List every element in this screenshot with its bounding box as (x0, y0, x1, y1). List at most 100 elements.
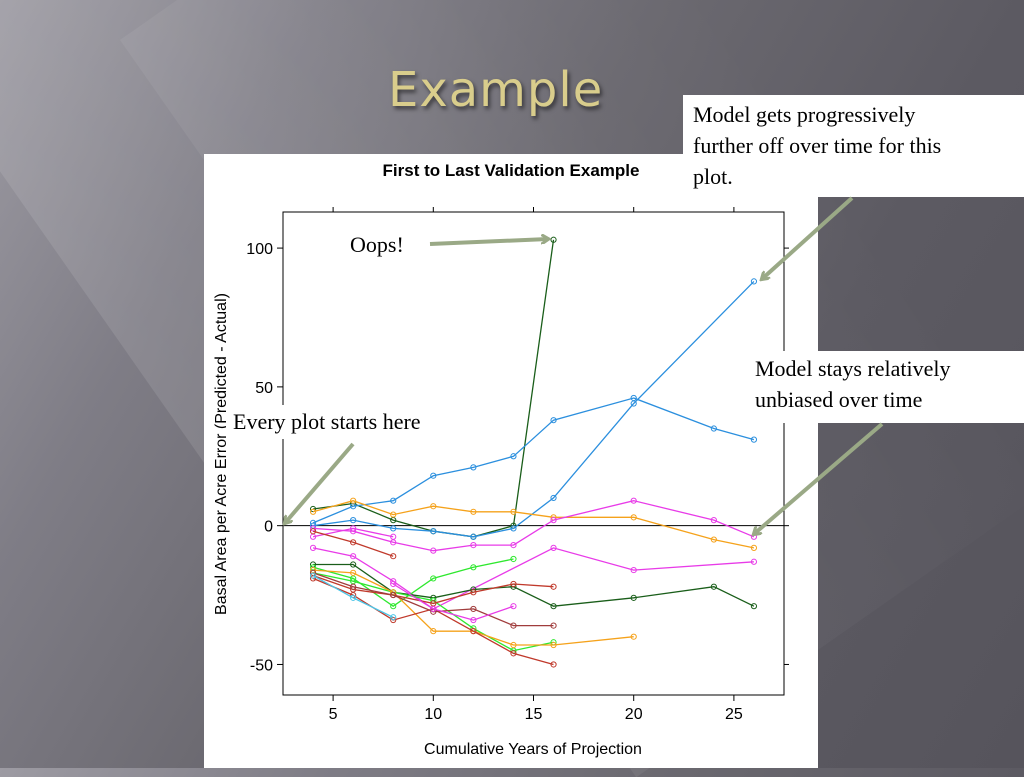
data-point (390, 525, 397, 532)
data-point (710, 536, 717, 543)
data-point (470, 508, 477, 515)
data-point (390, 614, 397, 621)
data-point (350, 594, 357, 601)
series-group (309, 236, 758, 668)
y-tick-label: 100 (246, 241, 273, 258)
data-point (750, 278, 758, 285)
data-point (510, 580, 517, 588)
slide-title: Example (388, 62, 604, 118)
data-point (550, 661, 557, 668)
data-point (309, 572, 317, 579)
data-point (470, 533, 477, 540)
data-point (510, 650, 517, 657)
series-4 (309, 497, 758, 551)
data-point (710, 517, 717, 524)
data-point (550, 544, 557, 551)
series-2 (309, 394, 758, 526)
data-point (390, 511, 397, 518)
callout-oops: Oops! (347, 228, 427, 262)
data-point (550, 603, 557, 610)
data-point (470, 628, 477, 635)
axis-ticks: 5 10 15 20 25 -50 0 50 100 (246, 207, 789, 723)
series-line (392, 583, 514, 621)
x-tick-label: 20 (625, 706, 643, 723)
x-tick-label: 15 (525, 706, 543, 723)
data-point (430, 575, 437, 582)
series-3 (309, 278, 758, 540)
plot-frame (282, 211, 785, 696)
data-point (430, 605, 437, 613)
series-line (312, 527, 394, 538)
series-12 (309, 528, 397, 560)
data-point (510, 603, 517, 610)
callout-progressive-bias: Model gets progressively further off ove… (683, 95, 1024, 197)
series-line (312, 558, 514, 607)
y-tick-label: -50 (250, 657, 273, 674)
data-point (430, 472, 437, 479)
x-tick-label: 5 (329, 706, 338, 723)
series-16 (309, 572, 397, 621)
data-point (350, 539, 357, 546)
callout-line: Model gets progressively (693, 102, 916, 127)
callout-line: unbiased over time (755, 387, 923, 412)
series-line (313, 500, 755, 552)
data-point (630, 400, 637, 407)
data-point (750, 533, 758, 540)
data-point (550, 622, 557, 629)
series-line (312, 547, 754, 610)
data-point (309, 525, 317, 532)
series-line (312, 575, 394, 618)
data-point (350, 569, 357, 576)
data-point (470, 605, 477, 613)
data-point (390, 591, 397, 599)
series-9 (309, 555, 517, 610)
series-6 (309, 544, 758, 613)
series-line (313, 280, 755, 538)
data-point (710, 583, 717, 590)
data-point (550, 494, 557, 502)
data-point (710, 425, 717, 432)
data-point (430, 628, 437, 635)
data-point (470, 616, 477, 624)
x-tick-label: 10 (424, 706, 442, 723)
chart-title: First to Last Validation Example (383, 161, 640, 180)
series-line (312, 500, 755, 549)
data-point (390, 533, 397, 540)
data-point (430, 547, 437, 554)
callout-line: Model stays relatively (755, 356, 951, 381)
data-point (510, 555, 517, 563)
data-point (750, 558, 758, 565)
x-axis-label: Cumulative Years of Projection (424, 741, 642, 758)
data-point (550, 517, 557, 524)
data-point (309, 528, 317, 535)
y-axis-label: Basal Area per Acre Error (Predicted - A… (213, 293, 230, 615)
y-tick-label: 0 (264, 519, 273, 536)
data-point (550, 641, 557, 649)
series-17 (390, 580, 517, 624)
series-line (312, 577, 554, 666)
data-point (350, 561, 357, 568)
series-line (312, 397, 755, 524)
data-point (510, 542, 517, 549)
data-point (510, 525, 517, 532)
data-point (470, 464, 477, 471)
data-point (350, 583, 357, 590)
series-line (313, 239, 555, 538)
data-point (510, 453, 517, 460)
x-tick-label: 25 (725, 706, 743, 723)
callout-line: plot. (693, 164, 733, 189)
data-point (630, 497, 637, 504)
data-point (430, 528, 437, 535)
data-point (510, 622, 517, 629)
data-point (550, 583, 557, 590)
data-point (750, 603, 758, 610)
data-point (309, 569, 317, 576)
data-point (390, 578, 397, 585)
data-point (510, 641, 517, 649)
data-point (510, 508, 517, 515)
data-point (350, 553, 357, 560)
callout-line: further off over time for this (693, 133, 942, 158)
data-point (390, 553, 397, 560)
series-line (313, 569, 634, 646)
data-point (390, 616, 397, 624)
